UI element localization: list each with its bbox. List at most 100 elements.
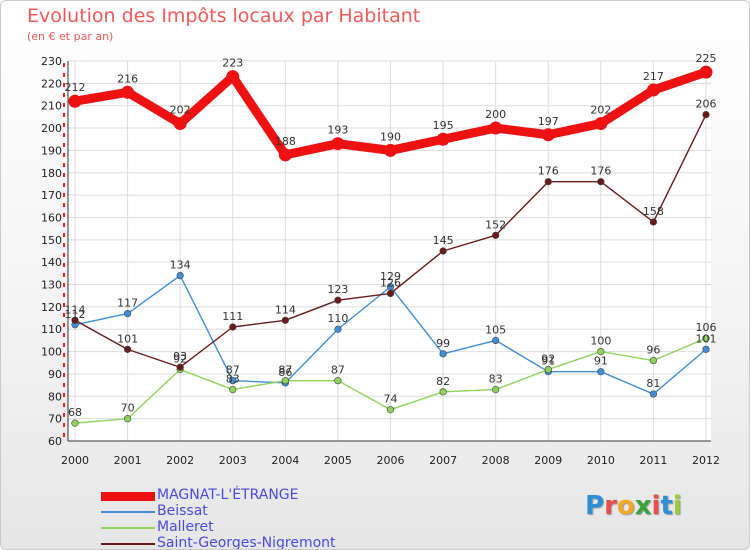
data-point — [492, 385, 500, 394]
data-point — [386, 406, 395, 414]
data-point — [229, 377, 237, 385]
series-layer — [68, 65, 713, 427]
data-label: 190 — [380, 130, 401, 143]
data-point — [544, 365, 552, 374]
data-label: 134 — [170, 259, 191, 272]
data-label: 176 — [538, 165, 559, 178]
x-tick-label: 2002 — [166, 454, 194, 467]
y-tick-label: 200 — [41, 122, 62, 135]
data-point — [492, 231, 500, 239]
data-point — [702, 111, 710, 119]
data-label: 81 — [646, 377, 660, 390]
data-label: 74 — [384, 393, 398, 406]
x-tick-label: 2000 — [61, 454, 89, 467]
data-point — [173, 117, 187, 131]
data-label: 117 — [117, 297, 138, 310]
data-point — [123, 415, 132, 423]
data-label: 101 — [117, 332, 138, 345]
data-point — [702, 345, 710, 353]
y-tick-label: 150 — [41, 234, 62, 247]
data-point — [71, 419, 79, 427]
data-label-layer: 212 216 202 223 188 193 190 195 200 197 202 217 225 1… — [65, 52, 717, 419]
y-tick-label: 210 — [41, 100, 62, 113]
data-label: 87 — [331, 364, 345, 377]
data-point — [334, 296, 342, 304]
series-1 — [71, 271, 710, 398]
data-point — [71, 316, 79, 324]
y-tick-label: 160 — [41, 211, 62, 224]
series-3 — [71, 111, 710, 371]
series-0 — [68, 65, 713, 162]
data-label: 87 — [278, 364, 292, 377]
data-point — [649, 390, 658, 398]
data-point — [699, 65, 713, 79]
x-tick-label: 2012 — [692, 454, 720, 467]
data-label: 114 — [65, 303, 86, 316]
data-label: 82 — [436, 375, 450, 388]
data-label: 202 — [170, 104, 191, 117]
data-label: 202 — [590, 104, 611, 117]
data-label: 91 — [541, 355, 555, 368]
data-label: 92 — [173, 352, 187, 365]
legend-label: Malleret — [157, 519, 214, 535]
data-point — [229, 385, 237, 394]
data-label: 145 — [433, 234, 454, 247]
y-tick-label: 90 — [48, 368, 62, 381]
chart-title: Evolution des Impôts locaux par Habitant — [27, 5, 421, 27]
y-tick-label: 120 — [41, 301, 62, 314]
data-label: 106 — [696, 321, 717, 334]
data-point — [597, 368, 605, 376]
data-point — [649, 356, 658, 365]
data-point — [68, 94, 82, 108]
data-point — [597, 347, 605, 356]
data-label: 86 — [278, 366, 292, 379]
data-label: 83 — [226, 373, 240, 386]
data-label: 83 — [489, 373, 503, 386]
x-tick-label: 2008 — [482, 454, 510, 467]
y-tick-label: 170 — [41, 189, 62, 202]
data-label: 126 — [380, 276, 401, 289]
x-tick-label: 2007 — [429, 454, 457, 467]
data-label: 129 — [380, 270, 401, 283]
data-point — [281, 377, 289, 385]
data-point — [597, 178, 605, 186]
data-point — [439, 247, 447, 255]
data-label: 105 — [485, 323, 506, 336]
data-label: 225 — [696, 52, 717, 65]
x-tick-label: 2010 — [587, 454, 615, 467]
legend-swatch — [101, 511, 155, 513]
data-point — [123, 345, 132, 353]
data-point — [544, 178, 552, 186]
data-point — [384, 143, 397, 157]
data-point — [278, 148, 292, 162]
x-tick-label: 2009 — [534, 454, 562, 467]
data-point — [121, 85, 135, 99]
y-tick-label: 220 — [41, 77, 62, 90]
legend-swatch — [101, 527, 155, 529]
data-label: 87 — [226, 364, 240, 377]
data-label: 158 — [643, 205, 664, 218]
data-label: 111 — [222, 310, 243, 323]
data-label: 91 — [594, 355, 608, 368]
data-label: 195 — [433, 119, 454, 132]
data-point — [649, 218, 658, 226]
y-tick-label: 60 — [48, 435, 62, 448]
data-label: 100 — [590, 335, 611, 348]
data-label: 197 — [538, 115, 559, 128]
legend-swatch — [101, 491, 155, 501]
data-label: 110 — [327, 312, 348, 325]
legend-label: Saint-Georges-Nigremont — [157, 535, 336, 550]
data-label: 176 — [590, 165, 611, 178]
data-label: 200 — [485, 108, 506, 121]
chart-subtitle: (en € et par an) — [27, 30, 114, 43]
data-point — [646, 83, 660, 97]
data-label: 70 — [121, 402, 135, 415]
y-tick-label: 70 — [48, 413, 62, 426]
x-tick-label: 2001 — [114, 454, 142, 467]
data-point — [176, 271, 184, 280]
data-point — [331, 137, 345, 151]
data-point — [123, 309, 132, 318]
y-tick-label: 180 — [41, 167, 62, 180]
x-tick-label: 2004 — [271, 454, 299, 467]
